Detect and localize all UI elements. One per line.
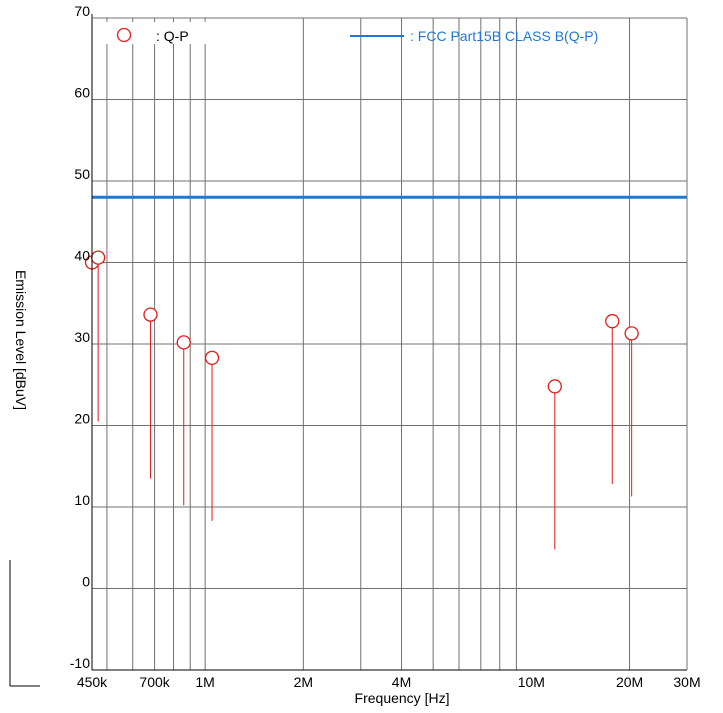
y-tick-label: 60 — [74, 85, 90, 101]
series-layer — [84, 195, 687, 550]
left-bracket — [9, 560, 40, 687]
y-tick-label: 50 — [74, 166, 90, 182]
y-tick-label: -10 — [70, 655, 90, 671]
y-axis-label: Emission Level [dBuV] — [13, 270, 29, 410]
y-tick-label: 40 — [74, 248, 90, 264]
x-tick-label: 10M — [518, 674, 545, 690]
y-tick-label: 30 — [74, 329, 90, 345]
x-tick-label: 450k — [77, 674, 108, 690]
x-tick-label: 1M — [195, 674, 214, 690]
qp-marker — [624, 326, 639, 341]
legend-qp-marker — [116, 27, 132, 43]
legend-bg-qp — [106, 22, 226, 44]
x-tick-label: 20M — [616, 674, 643, 690]
y-tick-label: 10 — [74, 492, 90, 508]
y-tick-label: 20 — [74, 411, 90, 427]
legend-limit-label: : FCC Part15B CLASS B(Q-P) — [410, 28, 598, 44]
x-axis-label: Frequency [Hz] — [355, 690, 450, 706]
y-tick-label: 70 — [74, 3, 90, 19]
y-tick-label: 0 — [82, 574, 90, 590]
legend-qp-label: : Q-P — [156, 28, 189, 44]
qp-marker — [547, 379, 562, 394]
qp-marker — [605, 314, 620, 329]
qp-marker — [91, 250, 106, 265]
x-tick-label: 700k — [139, 674, 170, 690]
qp-marker — [176, 335, 191, 350]
legend: : Q-P : FCC Part15B CLASS B(Q-P) — [106, 22, 598, 44]
qp-marker — [143, 307, 158, 322]
qp-marker — [204, 350, 220, 366]
x-tick-label: 30M — [673, 674, 700, 690]
x-tick-label: 4M — [392, 674, 411, 690]
axes: -10 0 10 20 30 40 50 60 70 450k 700k 1M 2M 4M 10M 20M 30… — [70, 3, 701, 690]
x-tick-label: 2M — [294, 674, 313, 690]
